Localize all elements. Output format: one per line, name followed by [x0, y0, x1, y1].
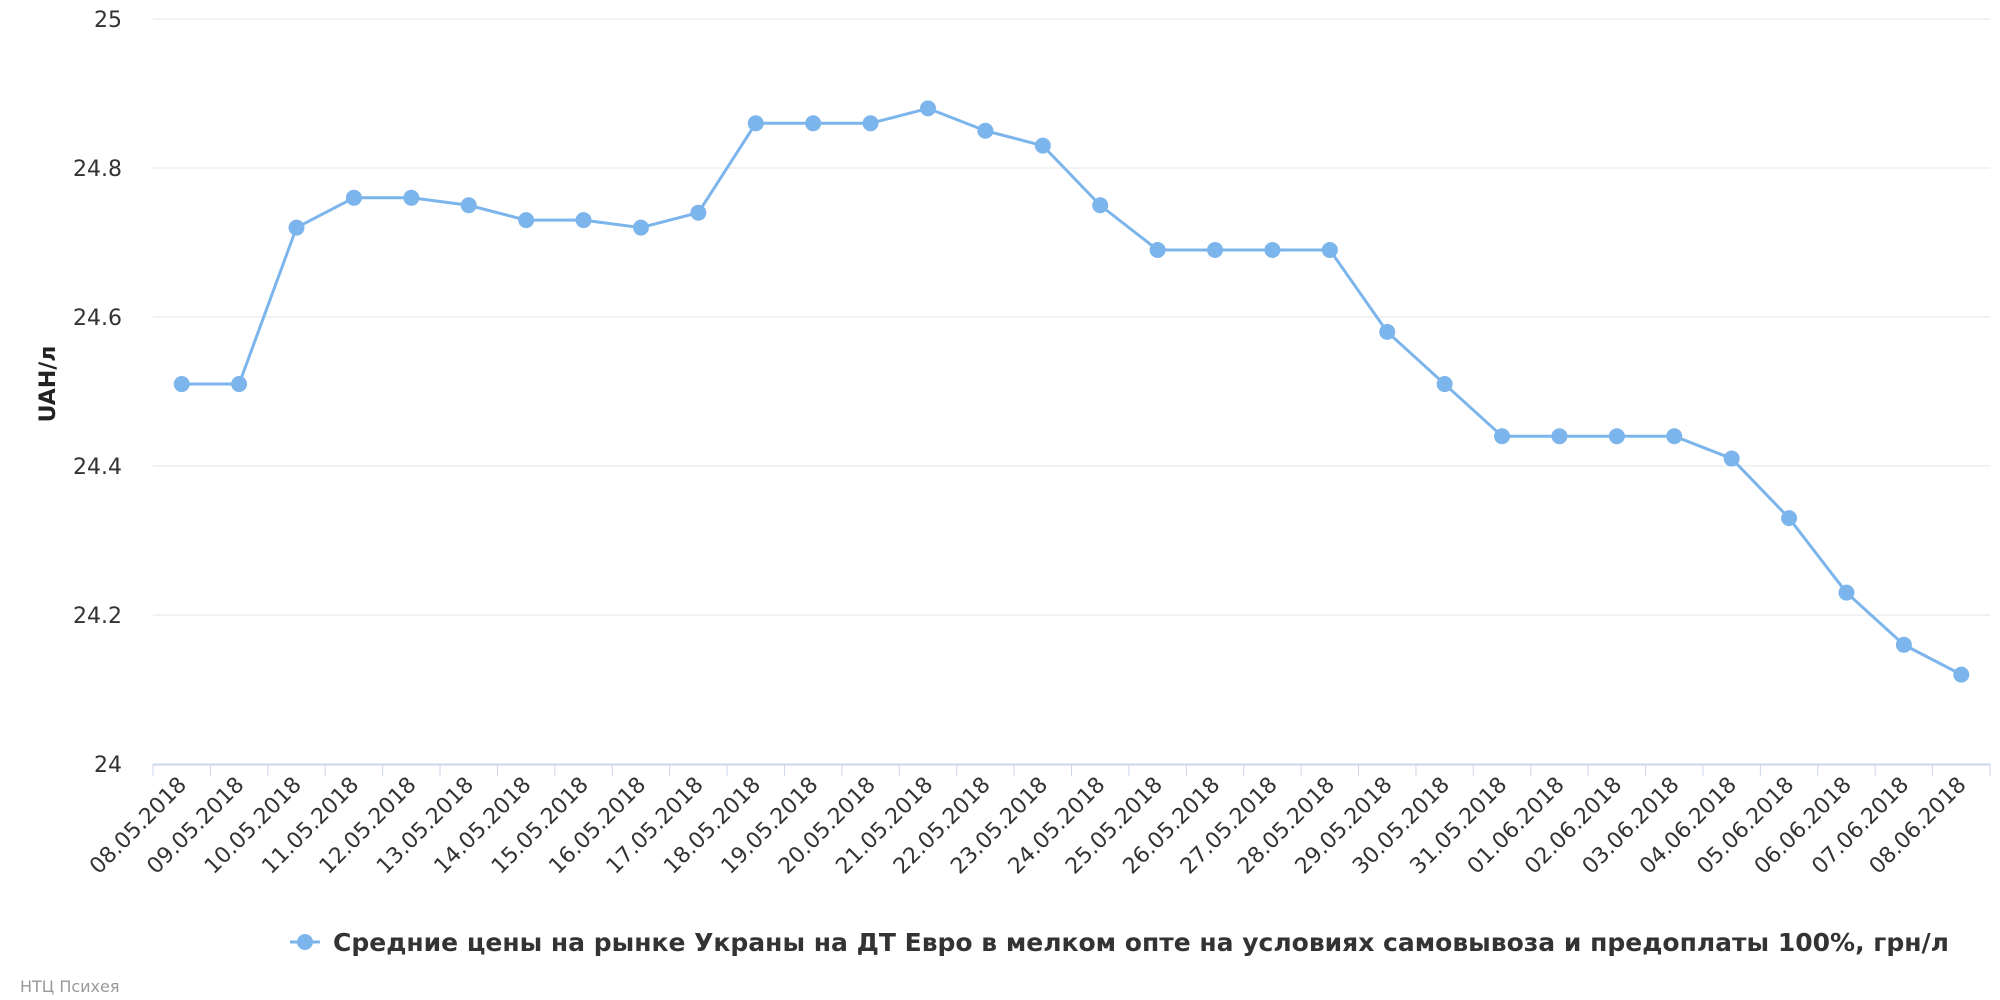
- data-point[interactable]: [1207, 241, 1224, 258]
- data-point[interactable]: [862, 115, 879, 132]
- data-point[interactable]: [345, 189, 362, 206]
- data-point[interactable]: [1436, 376, 1453, 393]
- legend-marker-icon: [297, 934, 313, 950]
- data-point[interactable]: [1781, 510, 1798, 527]
- data-point[interactable]: [288, 219, 305, 236]
- grid-lines: [153, 18, 1990, 616]
- y-tick-label: 24.8: [73, 157, 122, 182]
- legend-label: Средние цены на рынке Украны на ДТ Евро …: [333, 928, 1949, 957]
- data-point[interactable]: [1723, 450, 1740, 467]
- data-point[interactable]: [1666, 428, 1683, 445]
- y-tick-label: 24: [94, 753, 122, 778]
- x-axis: [152, 763, 1991, 776]
- data-point[interactable]: [1895, 636, 1912, 653]
- data-point[interactable]: [1494, 428, 1511, 445]
- data-point[interactable]: [1953, 666, 1970, 683]
- data-point[interactable]: [1092, 197, 1109, 214]
- data-point[interactable]: [690, 204, 707, 221]
- y-tick-label: 24.2: [73, 604, 122, 629]
- data-point[interactable]: [518, 212, 535, 229]
- y-axis-label: UAH/л: [36, 346, 61, 423]
- data-point[interactable]: [1264, 241, 1281, 258]
- data-point[interactable]: [977, 122, 994, 139]
- y-tick-label: 25: [94, 8, 122, 33]
- data-point[interactable]: [1838, 584, 1855, 601]
- data-point[interactable]: [1034, 137, 1051, 154]
- data-point[interactable]: [1321, 241, 1338, 258]
- data-point[interactable]: [460, 197, 477, 214]
- data-point[interactable]: [1149, 241, 1166, 258]
- data-point[interactable]: [747, 115, 764, 132]
- y-axis-ticks: 24 24.2 24.4 24.6 24.8 25: [73, 8, 122, 778]
- series-line: [181, 106, 1962, 676]
- credit-text[interactable]: НТЦ Психея: [20, 977, 119, 996]
- data-point[interactable]: [575, 212, 592, 229]
- y-tick-label: 24.4: [73, 455, 122, 480]
- data-point[interactable]: [1551, 428, 1568, 445]
- data-point[interactable]: [403, 189, 420, 206]
- legend[interactable]: Средние цены на рынке Украны на ДТ Евро …: [290, 928, 1949, 957]
- data-point[interactable]: [231, 376, 248, 393]
- data-point[interactable]: [805, 115, 822, 132]
- data-point[interactable]: [919, 100, 936, 117]
- series-group: [173, 100, 1970, 683]
- y-tick-label: 24.6: [73, 306, 122, 331]
- data-point[interactable]: [1379, 323, 1396, 340]
- data-point[interactable]: [1608, 428, 1625, 445]
- data-point[interactable]: [632, 219, 649, 236]
- x-axis-ticks: 08.05.201809.05.201810.05.201811.05.2018…: [85, 773, 1971, 880]
- data-point[interactable]: [173, 376, 190, 393]
